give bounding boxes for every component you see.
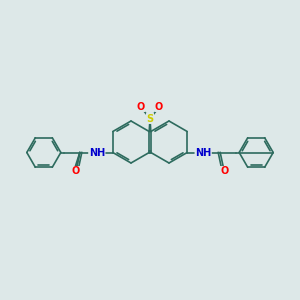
Text: S: S (146, 113, 154, 124)
Text: O: O (137, 101, 145, 112)
Text: NH: NH (89, 148, 105, 158)
Text: O: O (72, 167, 80, 176)
Text: O: O (220, 167, 228, 176)
Text: NH: NH (195, 148, 211, 158)
Text: O: O (155, 101, 163, 112)
